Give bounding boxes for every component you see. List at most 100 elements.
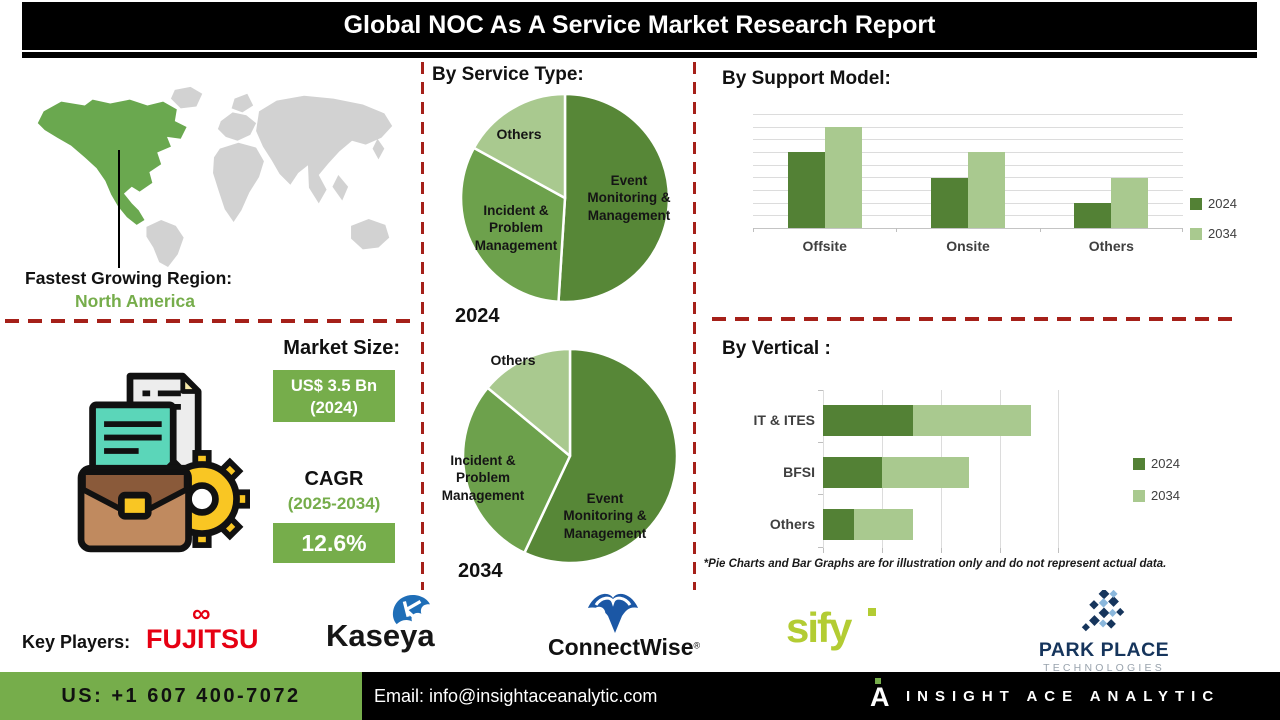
axis-tick [1000,548,1001,553]
category-label-others: Others [769,516,815,532]
cagr-period: (2025-2034) [287,494,381,513]
connectwise-logo-text: ConnectWise® [548,634,701,660]
axis-tick [941,548,942,553]
legend-item-2034: 2034 [1133,488,1180,503]
fujitsu-logo: ∞ FUJITSU [146,598,266,660]
pie-2024-event-label: Event Monitoring & Management [587,173,671,223]
map-greenland [170,86,203,109]
insight-ace-brand-text: INSIGHT ACE ANALYTIC [906,687,1221,705]
pie-slice-others [472,92,567,200]
bar-2034-onsite [968,151,1005,228]
legend-item-2024: 2024 [1190,196,1237,211]
support-model-chart [753,114,1183,232]
page-title: Global NOC As A Service Market Research … [343,11,936,39]
divider-vertical-left [421,62,424,590]
bar-2034-it-ites [912,405,1031,436]
connectwise-owl-icon [588,593,638,633]
by-vertical-chart [818,390,1059,553]
sify-tick-icon [868,608,876,616]
axis-tick [882,548,883,553]
fastest-growing-region-value: North America [75,291,195,311]
market-size-box: US$ 3.5 Bn (2024) [273,370,395,422]
bar-2024-others [1074,202,1112,228]
legend-label: 2024 [1151,456,1180,471]
title-underline [22,50,1257,52]
park-place-text: PARK PLACE [1038,639,1170,661]
fujitsu-logo-text: FUJITSU [146,624,259,654]
map-southeast-asia [332,175,349,201]
support-model-legend: 2024 2034 [1190,196,1237,241]
category-label-offsite: Offsite [802,238,847,254]
service-type-heading: By Service Type: [432,64,584,85]
map-australia [351,219,390,250]
briefcase-documents-gear-icon [77,372,250,553]
park-place-mosaic-icon [1081,588,1125,632]
cagr-value-box: 12.6% [273,523,395,563]
pie-slice-others [486,348,572,458]
footer-email: Email: info@insightaceanalytic.com [374,685,658,706]
key-players-label: Key Players: [22,632,131,652]
disclaimer-footnote: *Pie Charts and Bar Graphs are for illus… [703,558,1167,570]
pie-slice-incident [461,386,572,555]
pie-slice-event [523,348,679,564]
pie-2024-others-label: Others [496,126,542,142]
axis-tick [1039,228,1041,232]
category-label-onsite: Onsite [946,238,990,254]
fastest-growing-region-heading: Fastest Growing Region: [25,268,233,288]
kaseya-k-icon [392,594,430,625]
registered-mark: ® [693,640,701,651]
category-label-it & ites: IT & ITES [753,412,815,428]
gridline [753,114,1183,115]
axis-tick [896,228,898,232]
by-vertical-heading: By Vertical : [722,338,831,359]
legend-swatch [1190,227,1202,240]
pie-2034-incident-label: Incident & Problem Management [441,453,525,503]
service-type-pie-2024 [459,92,671,304]
bar-2034-bfsi [882,457,970,488]
kaseya-logo: Kaseya [326,592,456,662]
axis-tick [823,548,824,553]
legend-label: 2034 [1151,488,1180,503]
axis-tick [753,228,754,232]
support-model-category-labels: Offsite Onsite Others [753,238,1183,258]
map-japan [372,138,385,160]
park-place-technologies-text: TECHNOLOGIES [1043,662,1165,674]
legend-swatch [1133,489,1145,502]
divider-right [712,317,1234,321]
green-square-icon [875,678,881,684]
footer-bar: Email: info@insightaceanalytic.com A INS… [362,672,1280,720]
kaseya-logo-text: Kaseya [326,618,435,653]
pie-2034-year: 2034 [458,560,503,582]
pie-2024-incident-label: Incident & Problem Management [474,203,558,253]
by-vertical-category-labels: IT & ITES BFSI Others [703,390,815,548]
fujitsu-infinity-icon: ∞ [192,598,211,628]
map-africa [213,142,264,222]
divider-vertical-right [693,62,696,590]
footer-phone: US: +1 607 400-7072 [61,684,301,707]
bar-2024-others [823,509,854,540]
bar-2034-others [1111,177,1149,228]
axis-tick [1182,228,1183,232]
sify-logo: sify [786,602,896,662]
axis-tick [818,494,823,495]
pie-2034-event-label: Event Monitoring & Management [563,491,647,541]
bar-2024-onsite [931,177,968,228]
pie-slice-incident [459,146,567,304]
park-place-logo: PARK PLACE TECHNOLOGIES [1036,588,1172,674]
divider-left [5,319,410,323]
axis-tick [1058,548,1059,553]
map-asia [256,95,393,204]
gridline [753,228,1183,229]
gridline [753,139,1183,141]
bar-2024-offsite [787,151,825,228]
gridline [753,126,1183,128]
pie-2024-year: 2024 [455,305,500,327]
axis-tick [818,547,823,548]
bar-2034-others [853,509,913,540]
gridline [1058,390,1059,548]
pie-2034-others-label: Others [490,352,536,368]
legend-label: 2034 [1208,226,1237,241]
market-size-year: (2024) [310,399,358,418]
world-map [37,86,393,268]
